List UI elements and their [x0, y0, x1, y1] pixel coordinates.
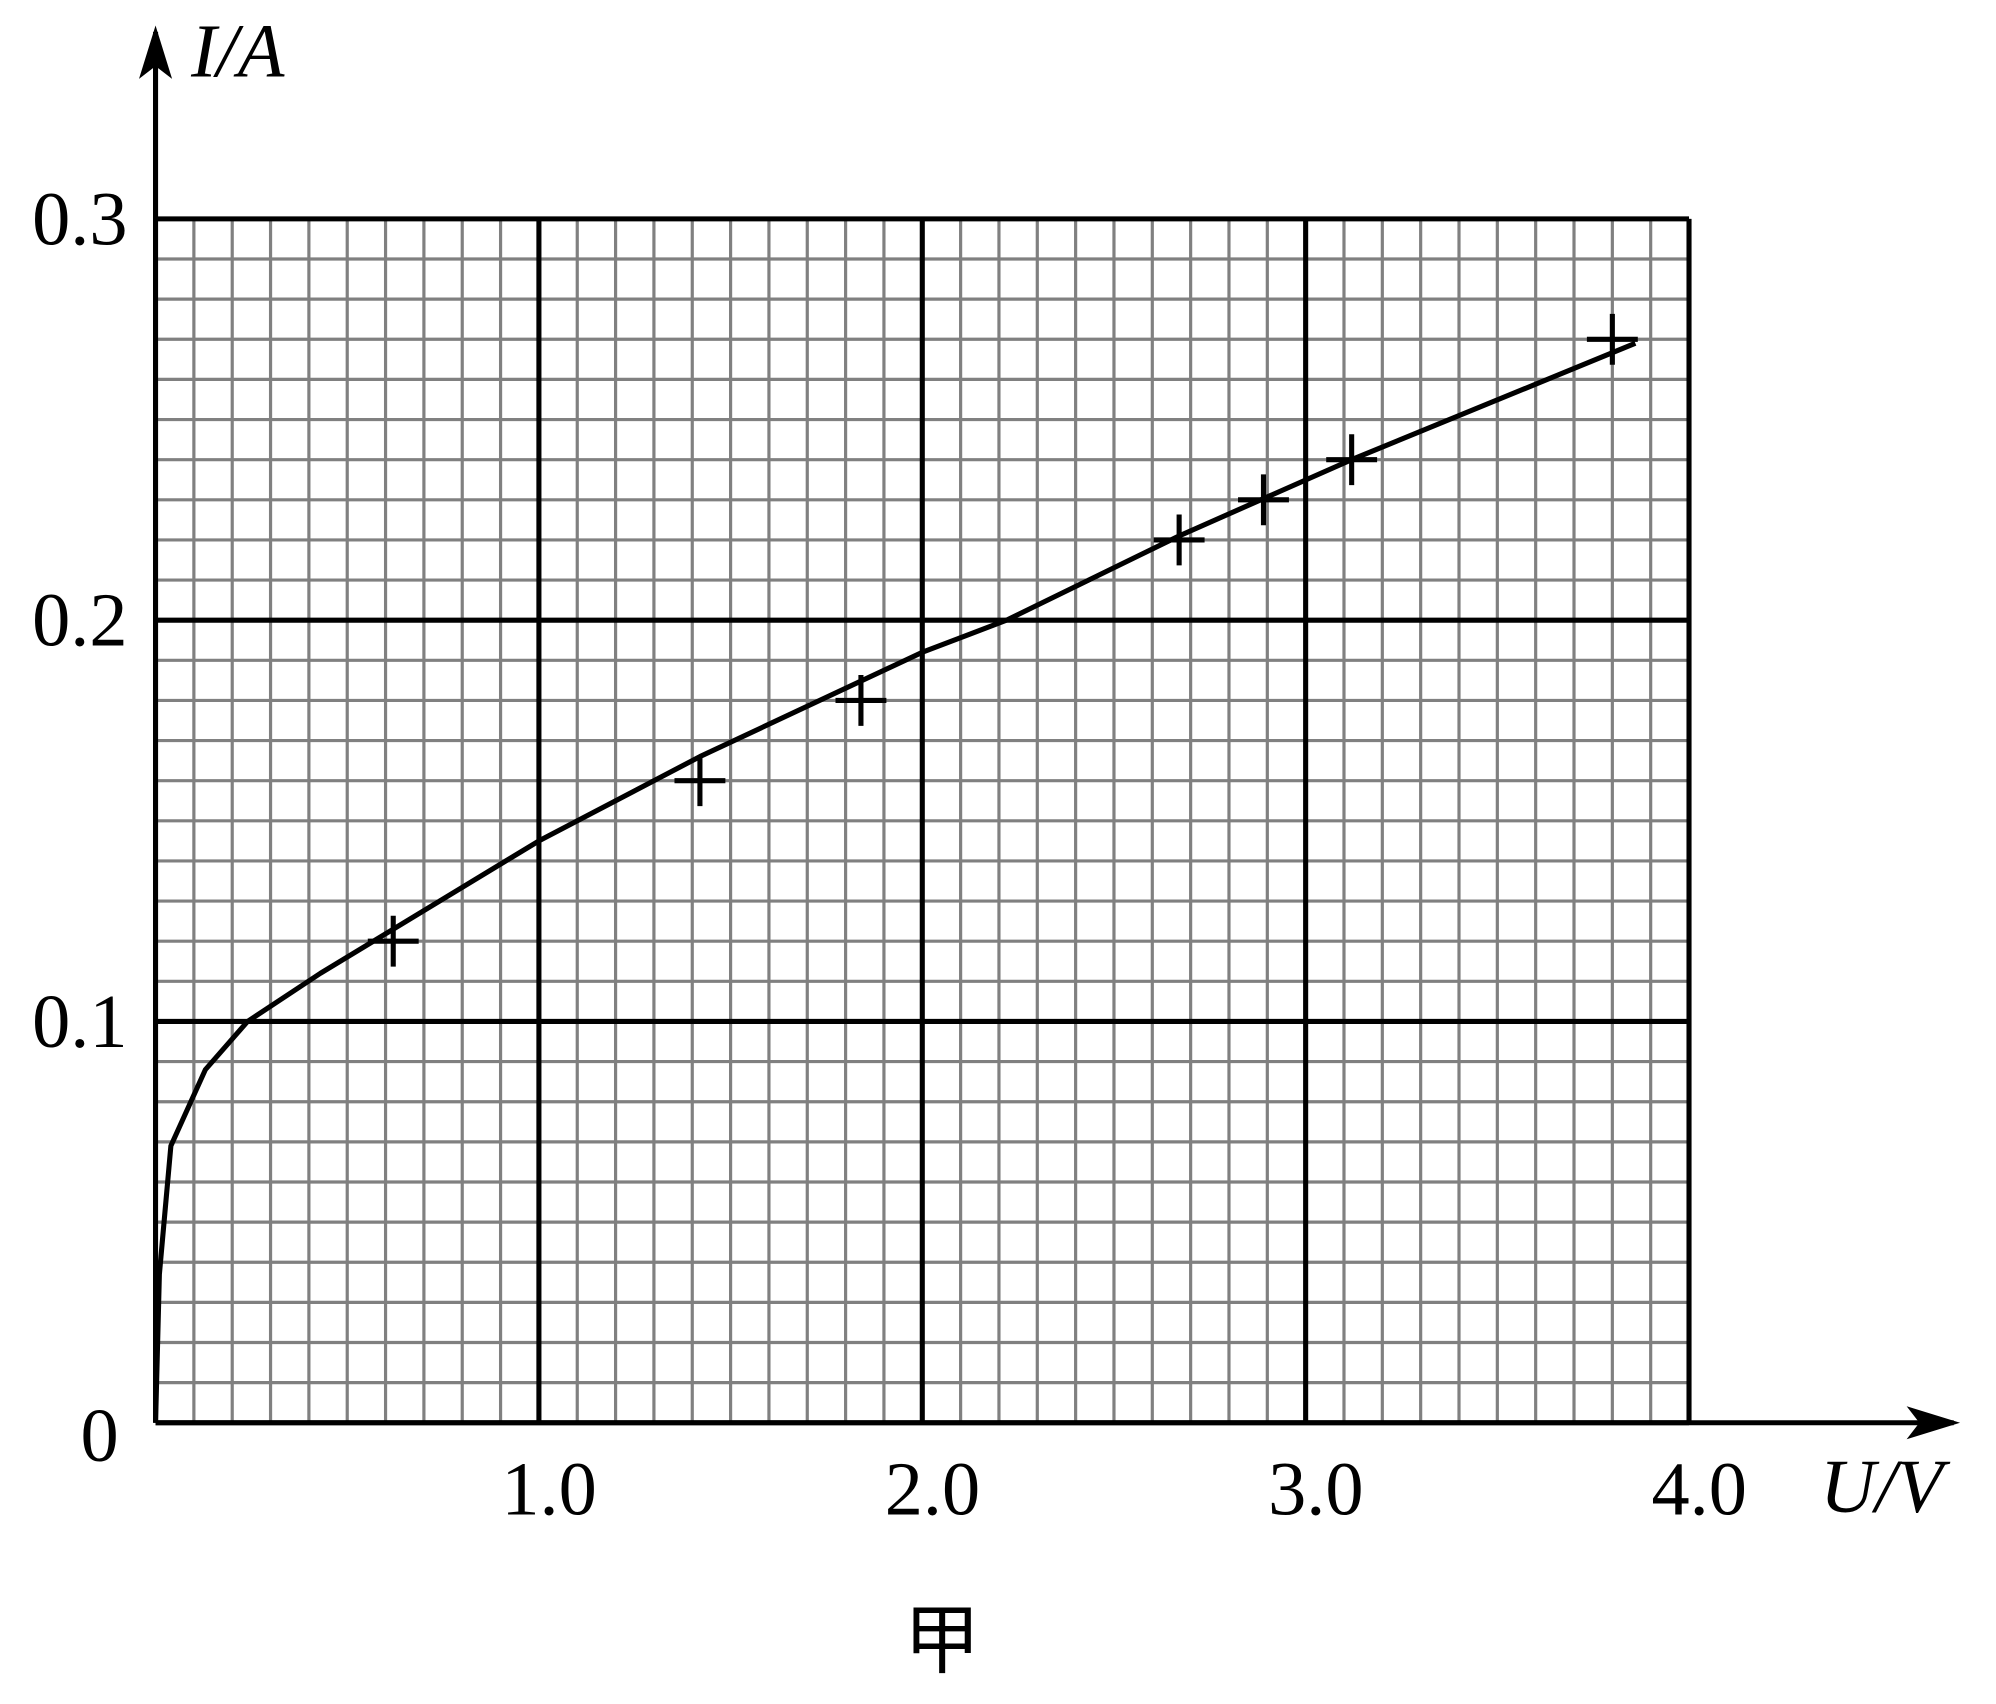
y-tick-label: 0 — [80, 1393, 118, 1478]
fit-curve — [153, 340, 1637, 1423]
x-tick-label: 3.0 — [1268, 1446, 1363, 1531]
y-axis-arrow — [139, 25, 173, 79]
x-axis-arrow — [1906, 1406, 1961, 1440]
data-point — [367, 915, 419, 967]
y-tick-label: 0.2 — [32, 578, 127, 663]
x-axis-label: U/V — [1820, 1444, 1950, 1529]
x-tick-label: 1.0 — [501, 1446, 596, 1531]
x-tick-label: 4.0 — [1651, 1446, 1746, 1531]
data-point — [1326, 434, 1378, 486]
caption: 甲 — [904, 1597, 980, 1686]
y-axis-label: I/A — [190, 8, 285, 93]
y-tick-label: 0.3 — [32, 176, 127, 261]
y-tick-label: 0.1 — [32, 979, 127, 1064]
data-point — [674, 755, 726, 807]
data-point — [1153, 514, 1205, 566]
data-point — [1586, 313, 1638, 365]
data-point — [1238, 474, 1289, 526]
data-point — [835, 674, 887, 726]
x-tick-label: 2.0 — [885, 1446, 980, 1531]
